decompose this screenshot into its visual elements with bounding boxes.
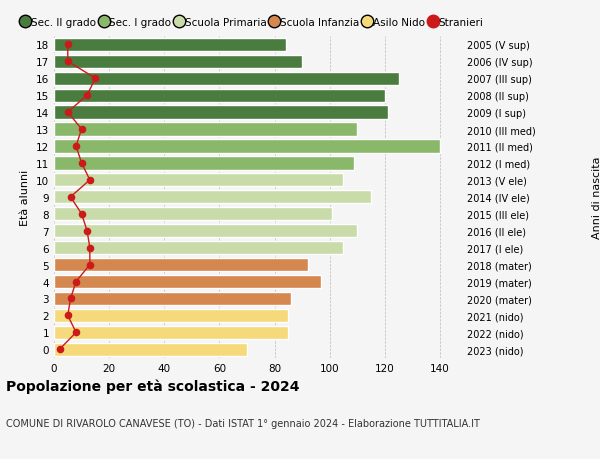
- Bar: [54, 326, 289, 339]
- Point: [63, 109, 73, 117]
- Point: [85, 261, 95, 269]
- Bar: [54, 90, 385, 102]
- Y-axis label: Età alunni: Età alunni: [20, 169, 31, 225]
- Bar: [54, 275, 322, 289]
- Text: Anni di nascita: Anni di nascita: [592, 156, 600, 239]
- Bar: [54, 73, 398, 85]
- Bar: [54, 292, 291, 305]
- Point: [91, 75, 100, 83]
- Point: [77, 160, 86, 167]
- Point: [71, 143, 81, 150]
- Point: [82, 92, 92, 100]
- Bar: [54, 123, 357, 136]
- Point: [82, 228, 92, 235]
- Point: [77, 126, 86, 134]
- Point: [85, 245, 95, 252]
- Bar: [54, 207, 332, 221]
- Bar: [54, 106, 388, 119]
- Point: [66, 295, 76, 302]
- Bar: [54, 309, 289, 322]
- Point: [77, 211, 86, 218]
- Bar: [54, 224, 357, 238]
- Bar: [54, 174, 343, 187]
- Point: [71, 278, 81, 285]
- Bar: [54, 258, 308, 272]
- Bar: [54, 241, 343, 255]
- Bar: [54, 191, 371, 204]
- Bar: [54, 140, 440, 153]
- Point: [71, 329, 81, 336]
- Bar: [54, 56, 302, 69]
- Text: COMUNE DI RIVAROLO CANAVESE (TO) - Dati ISTAT 1° gennaio 2024 - Elaborazione TUT: COMUNE DI RIVAROLO CANAVESE (TO) - Dati …: [6, 418, 480, 428]
- Point: [63, 58, 73, 66]
- Point: [63, 41, 73, 49]
- Point: [63, 312, 73, 319]
- Text: Popolazione per età scolastica - 2024: Popolazione per età scolastica - 2024: [6, 379, 299, 393]
- Bar: [54, 39, 286, 52]
- Point: [85, 177, 95, 184]
- Point: [66, 194, 76, 201]
- Bar: [54, 157, 355, 170]
- Point: [55, 346, 64, 353]
- Legend: Sec. II grado, Sec. I grado, Scuola Primaria, Scuola Infanzia, Asilo Nido, Stran: Sec. II grado, Sec. I grado, Scuola Prim…: [22, 18, 484, 28]
- Bar: [54, 343, 247, 356]
